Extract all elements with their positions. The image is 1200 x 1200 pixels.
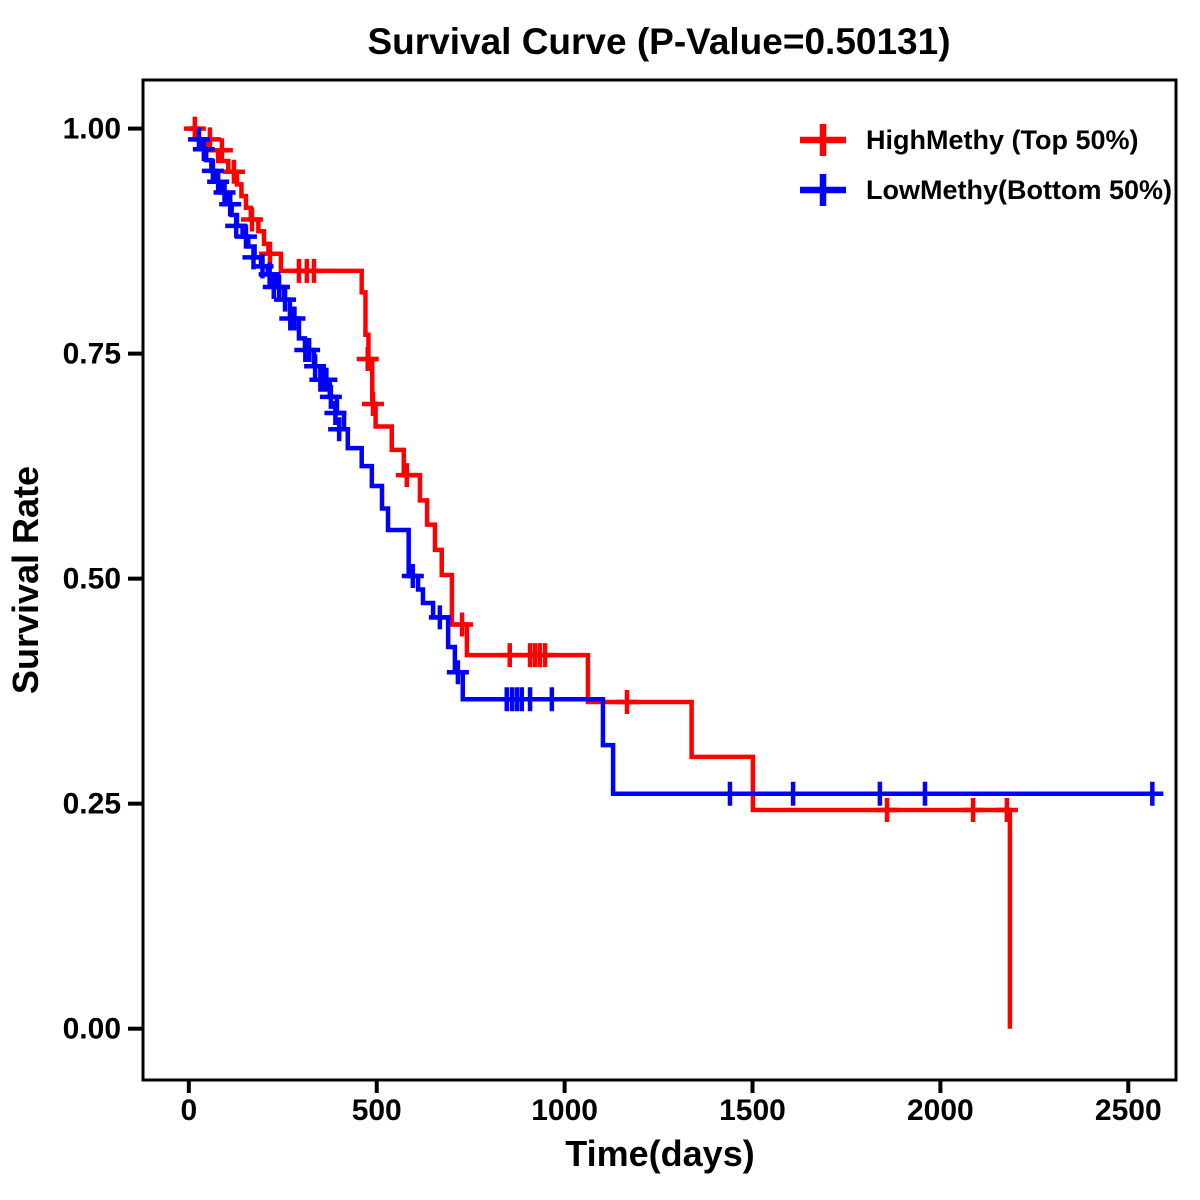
plot-frame xyxy=(141,78,1178,1082)
censor-marks xyxy=(183,116,1164,822)
x-tick-label: 2500 xyxy=(1095,1094,1162,1127)
highmethy-censor-marks xyxy=(183,116,1018,822)
legend-marker-plus-icon xyxy=(800,174,846,206)
x-tick-label: 500 xyxy=(352,1094,402,1127)
survival-curves xyxy=(188,126,1163,1029)
y-tick-label: 0.75 xyxy=(63,338,121,371)
legend-label: HighMethy (Top 50%) xyxy=(866,125,1139,155)
legend-label: LowMethy(Bottom 50%) xyxy=(866,175,1172,205)
lowmethy-censor-marks xyxy=(187,127,1164,806)
legend-item: HighMethy (Top 50%) xyxy=(800,124,1139,156)
y-tick-label: 0.00 xyxy=(63,1013,121,1046)
y-axis-label: Survival Rate xyxy=(5,466,46,694)
y-tick-label: 0.50 xyxy=(63,563,121,596)
legend-marker-plus-icon xyxy=(800,124,846,156)
x-tick-label: 0 xyxy=(181,1094,198,1127)
y-tick-label: 0.25 xyxy=(63,788,121,821)
legend: HighMethy (Top 50%) LowMethy(Bottom 50%) xyxy=(800,124,1172,206)
y-tick-label: 1.00 xyxy=(63,113,121,146)
x-axis-label: Time(days) xyxy=(565,1133,754,1174)
x-axis-ticks: 0 500 1000 1500 2000 2500 xyxy=(181,1080,1162,1127)
x-tick-label: 1000 xyxy=(531,1094,598,1127)
y-axis-ticks: 0.00 0.25 0.50 0.75 1.00 xyxy=(63,113,143,1046)
legend-item: LowMethy(Bottom 50%) xyxy=(800,174,1172,206)
chart-title: Survival Curve (P-Value=0.50131) xyxy=(367,21,950,62)
lowmethy-curve xyxy=(188,126,1163,797)
x-tick-label: 1500 xyxy=(719,1094,786,1127)
x-tick-label: 2000 xyxy=(907,1094,974,1127)
